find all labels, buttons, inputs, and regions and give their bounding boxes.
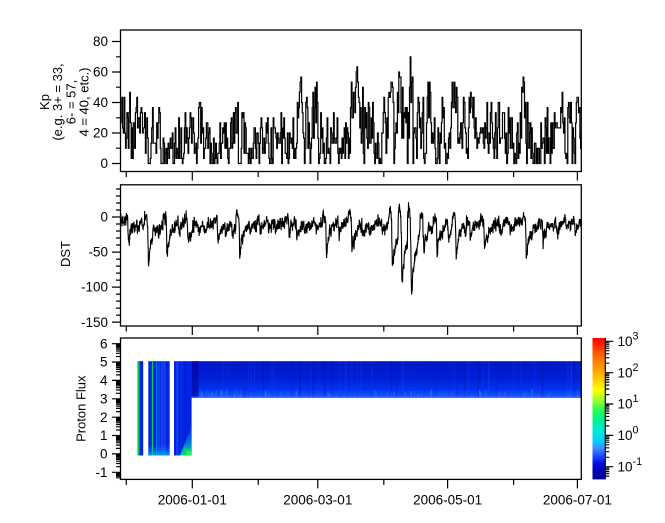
svg-text:10: 10	[618, 365, 633, 380]
svg-text:10: 10	[618, 459, 633, 474]
svg-text:20: 20	[93, 126, 108, 141]
svg-text:3: 3	[633, 331, 639, 343]
svg-text:0: 0	[100, 447, 108, 462]
svg-text:10: 10	[618, 334, 633, 349]
svg-text:6: 6	[100, 336, 108, 351]
svg-text:10: 10	[618, 397, 633, 412]
svg-text:6- = 57,: 6- = 57,	[63, 80, 78, 124]
svg-text:2: 2	[633, 362, 639, 374]
svg-text:-150: -150	[81, 315, 108, 330]
svg-text:10: 10	[618, 428, 633, 443]
svg-text:Proton Flux: Proton Flux	[73, 375, 88, 442]
svg-text:0: 0	[100, 210, 108, 225]
svg-text:0: 0	[633, 425, 639, 437]
svg-text:-1: -1	[633, 456, 643, 468]
svg-text:4: 4	[100, 373, 108, 388]
svg-text:0: 0	[100, 156, 108, 171]
svg-text:40: 40	[93, 95, 108, 110]
svg-text:80: 80	[93, 34, 108, 49]
svg-text:(e.g. 3+ = 33,: (e.g. 3+ = 33,	[50, 63, 65, 140]
svg-text:2006-07-01: 2006-07-01	[543, 493, 612, 508]
svg-text:1: 1	[633, 393, 639, 405]
svg-text:DST: DST	[58, 241, 73, 267]
svg-text:2: 2	[100, 410, 108, 425]
svg-text:5: 5	[100, 355, 108, 370]
svg-text:Kp: Kp	[37, 94, 52, 110]
svg-text:3: 3	[100, 391, 108, 406]
svg-text:-50: -50	[88, 245, 108, 260]
svg-text:2006-03-01: 2006-03-01	[283, 493, 352, 508]
svg-text:4 = 40, etc.): 4 = 40, etc.)	[77, 67, 92, 136]
svg-text:2006-01-01: 2006-01-01	[158, 493, 227, 508]
svg-text:2006-05-01: 2006-05-01	[413, 493, 482, 508]
svg-text:60: 60	[93, 65, 108, 80]
svg-text:-100: -100	[81, 280, 108, 295]
svg-text:-1: -1	[95, 465, 107, 480]
svg-text:1: 1	[100, 428, 108, 443]
